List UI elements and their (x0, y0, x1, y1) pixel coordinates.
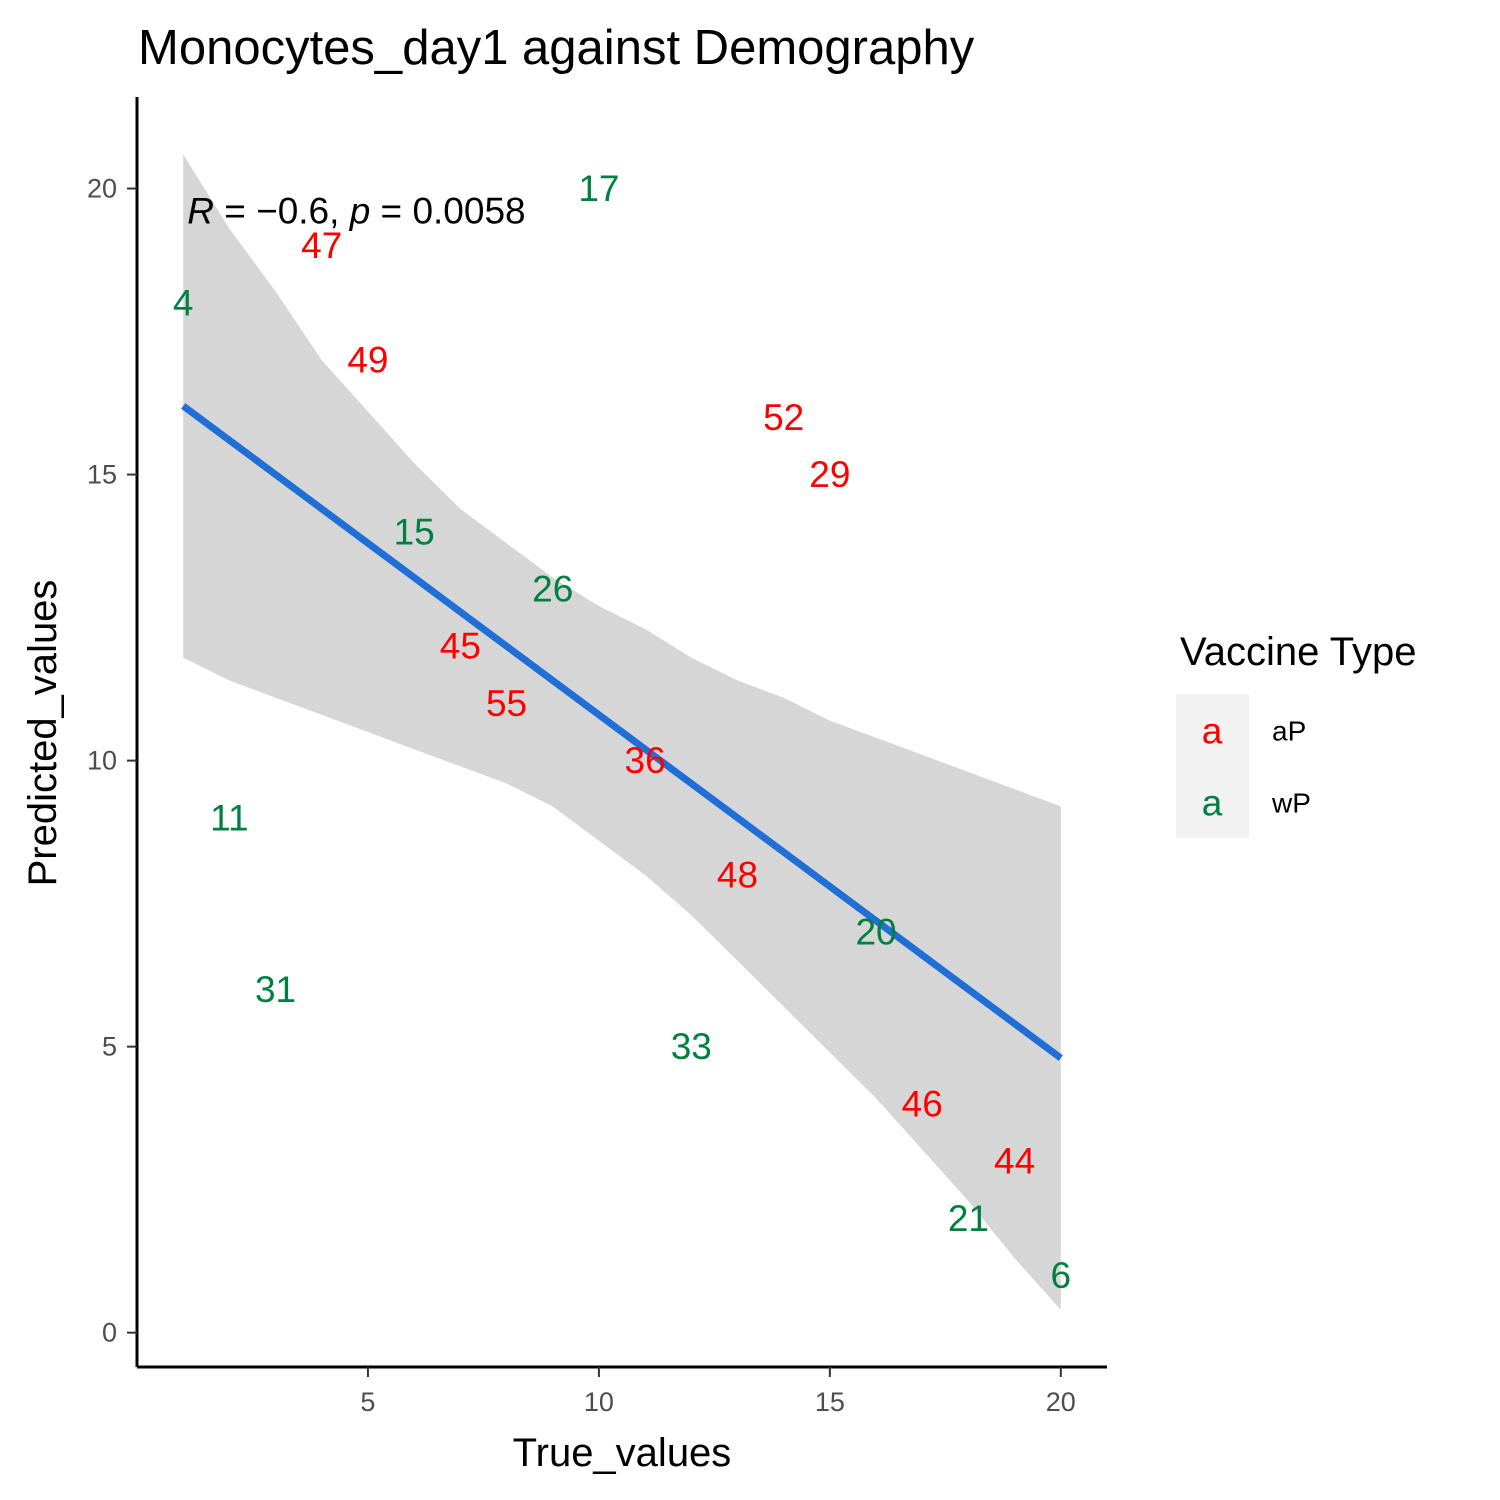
r-symbol: R (187, 190, 214, 231)
point-label-aP: 36 (625, 740, 666, 781)
y-tick-label: 15 (87, 460, 117, 490)
x-tick-label: 10 (584, 1387, 614, 1417)
point-label-wP: 6 (1051, 1255, 1072, 1296)
y-tick-label: 5 (102, 1032, 117, 1062)
point-label-wP: 4 (173, 282, 194, 323)
x-axis-ticks: 5 10 15 20 (360, 1367, 1076, 1417)
point-label-aP: 45 (440, 626, 481, 667)
legend-entries: a aP a wP (1202, 711, 1311, 824)
y-tick-label: 20 (87, 174, 117, 204)
x-tick-label: 20 (1046, 1387, 1076, 1417)
x-tick-label: 5 (360, 1387, 375, 1417)
y-axis-ticks: 0 5 10 15 20 (87, 174, 137, 1348)
p-value: = 0.0058 (370, 190, 525, 231)
correlation-annotation: R = −0.6, p = 0.0058 (187, 190, 525, 231)
point-label-aP: 49 (347, 340, 388, 381)
point-label-aP: 47 (301, 225, 342, 266)
point-label-wP: 31 (255, 969, 296, 1010)
y-tick-label: 0 (102, 1318, 117, 1348)
point-label-aP: 29 (809, 454, 850, 495)
legend-key-aP: a (1202, 711, 1223, 752)
p-symbol: p (349, 190, 371, 231)
regression-line (181, 403, 1063, 1061)
x-tick-label: 15 (815, 1387, 845, 1417)
point-label-aP: 46 (902, 1083, 943, 1124)
point-label-aP: 44 (994, 1141, 1035, 1182)
point-label-wP: 11 (210, 797, 248, 838)
point-label-wP: 33 (671, 1026, 712, 1067)
r-value: = −0.6, (214, 190, 350, 231)
point-label-aP: 55 (486, 683, 527, 724)
legend-title: Vaccine Type (1180, 630, 1416, 674)
point-label-wP: 20 (855, 912, 896, 953)
legend-key-background (1176, 694, 1249, 838)
point-label-wP: 26 (532, 568, 573, 609)
point-label-wP: 21 (948, 1198, 989, 1239)
legend-label-wP: wP (1271, 788, 1311, 819)
y-axis-title: Predicted_values (21, 580, 65, 887)
y-tick-label: 10 (87, 746, 117, 776)
legend: Vaccine Type a aP a wP (1176, 630, 1416, 838)
legend-key-wP: a (1202, 783, 1223, 824)
x-axis-title: True_values (513, 1431, 732, 1475)
point-label-aP: 48 (717, 855, 758, 896)
point-label-aP: 52 (763, 397, 804, 438)
legend-label-aP: aP (1272, 716, 1306, 747)
chart-title: Monocytes_day1 against Demography (138, 21, 975, 75)
regression-line-layer (181, 403, 1063, 1061)
point-label-wP: 17 (578, 168, 619, 209)
point-label-wP: 15 (394, 511, 435, 552)
